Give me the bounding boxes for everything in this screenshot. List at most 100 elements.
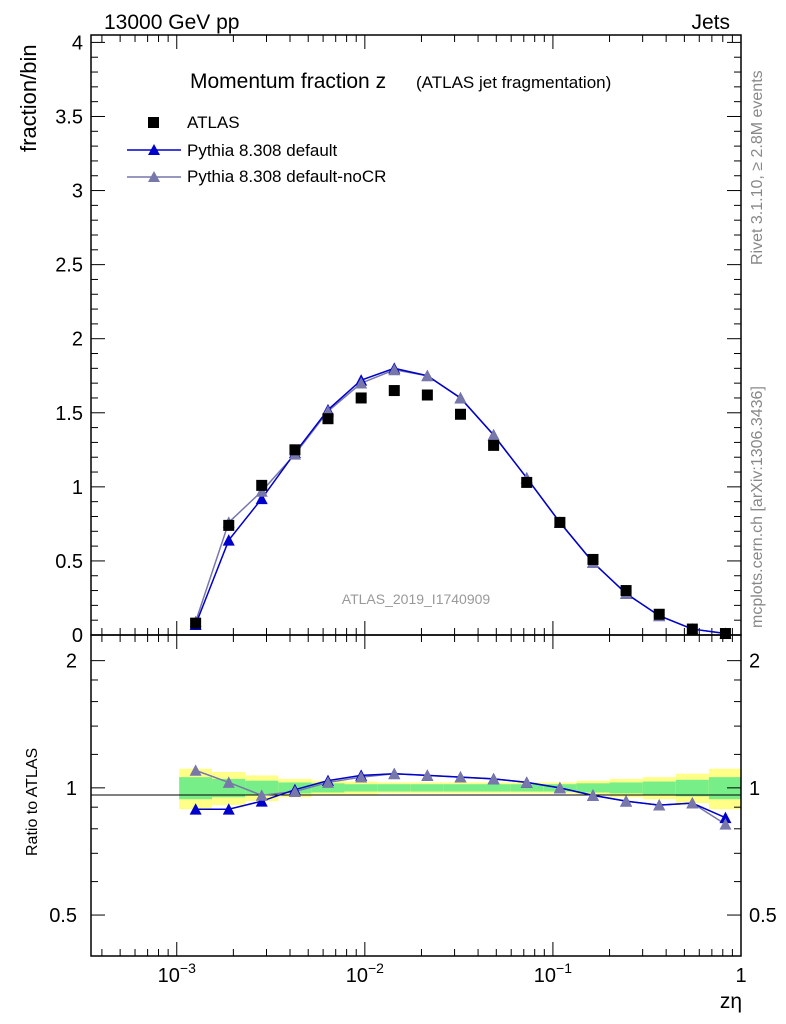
ratio-band-inner xyxy=(311,783,345,793)
legend-label-pythia-default: Pythia 8.308 default xyxy=(187,141,338,160)
top-y-tick-label: 3 xyxy=(72,181,83,203)
bottom-y-tick-label: 0.5 xyxy=(49,905,77,927)
legend: ATLAS Pythia 8.308 default Pythia 8.308 … xyxy=(127,113,386,186)
side-label-bottom: mcplots.cern.ch [arXiv:1306.3436] xyxy=(749,386,766,628)
legend-label-atlas: ATLAS xyxy=(187,113,240,132)
ratio-band-inner xyxy=(443,784,478,792)
chart-title-main: Momentum fraction z xyxy=(190,70,386,93)
bottom-y-axis-label: Ratio to ATLAS xyxy=(24,748,41,856)
legend-marker-atlas xyxy=(148,117,159,128)
point-pythia-nocr xyxy=(454,391,467,404)
ratio-point-pythia-default xyxy=(255,795,268,807)
ratio-point-pythia-default xyxy=(719,811,732,824)
point-pythia-default xyxy=(222,534,235,546)
point-atlas xyxy=(355,392,367,404)
top-y-tick-label: 3.5 xyxy=(55,106,83,128)
x-tick-label: 10−1 xyxy=(534,960,572,987)
point-atlas xyxy=(322,413,334,425)
top-y-tick-label: 1.5 xyxy=(55,403,83,425)
ratio-point-pythia-nocr xyxy=(719,818,732,830)
point-atlas xyxy=(256,479,268,491)
ratio-point-pythia-default xyxy=(222,803,235,815)
point-atlas xyxy=(554,516,566,528)
ratio-band-inner xyxy=(510,784,544,792)
ratio-band-inner xyxy=(212,778,246,798)
ratio-point-pythia-nocr xyxy=(487,772,500,785)
ratio-point-pythia-nocr xyxy=(355,771,368,783)
ratio-band-inner xyxy=(179,777,213,800)
point-atlas xyxy=(388,385,400,397)
ratio-point-pythia-nocr xyxy=(520,776,533,788)
ratio-point-pythia-nocr xyxy=(454,771,467,783)
legend-label-pythia-nocr: Pythia 8.308 default-noCR xyxy=(187,167,386,186)
point-atlas xyxy=(620,585,632,597)
legend-marker-pythia-default xyxy=(148,144,160,155)
top-y-tick-label: 2 xyxy=(72,329,83,351)
ratio-point-pythia-nocr xyxy=(421,769,434,781)
point-pythia-nocr xyxy=(355,377,368,389)
ratio-band-inner xyxy=(609,782,643,794)
ratio-band-inner xyxy=(642,781,676,795)
bottom-plot-frame xyxy=(90,634,742,957)
point-atlas xyxy=(454,408,466,420)
header-right-label: Jets xyxy=(691,11,730,34)
top-y-tick-label: 1 xyxy=(72,477,83,499)
ratio-band-inner xyxy=(410,784,444,792)
bottom-y-axis: 0.5 0.5 1 1 2 2 xyxy=(49,651,777,927)
x-tick-label: 10−3 xyxy=(158,960,196,987)
point-atlas xyxy=(686,623,698,635)
bottom-panel: 0.5 0.51 12 2 10−3 10−2 10−1 1 Ratio to ATLAS … xyxy=(24,634,777,1013)
point-atlas xyxy=(719,628,731,640)
ratio-point-pythia-nocr xyxy=(653,799,666,811)
top-y-tick-label: 2.5 xyxy=(55,255,83,277)
side-label-top: Rivet 3.1.10, ≥ 2.8M events xyxy=(749,70,766,265)
ratio-point-pythia-nocr xyxy=(288,785,301,797)
ratio-band-inner xyxy=(377,784,411,792)
ratio-point-pythia-nocr xyxy=(620,795,633,807)
point-atlas xyxy=(521,476,533,488)
ratio-point-pythia-nocr xyxy=(388,767,401,780)
bottom-y-tick-label-right: 1 xyxy=(749,778,760,800)
ratio-point-pythia-nocr xyxy=(586,789,599,801)
ratio-point-pythia-nocr xyxy=(321,776,334,788)
ratio-band-inner xyxy=(576,783,610,793)
point-pythia-nocr xyxy=(487,429,500,441)
bottom-y-tick-label: 1 xyxy=(66,778,77,800)
ratio-point-pythia-nocr xyxy=(686,797,699,809)
ratio-point-pythia-nocr xyxy=(255,789,268,801)
point-pythia-nocr xyxy=(388,363,401,376)
bottom-x-axis: 10−3 10−2 10−1 1 xyxy=(101,635,747,987)
header-left-label: 13000 GeV pp xyxy=(104,11,239,34)
point-atlas xyxy=(223,519,235,531)
x-tick-label: 10−2 xyxy=(346,960,384,987)
point-pythia-nocr xyxy=(421,369,434,382)
ratio-point-pythia-nocr xyxy=(553,781,566,794)
top-y-tick-label: 0.5 xyxy=(55,551,83,573)
point-atlas xyxy=(190,617,202,629)
point-pythia-nocr xyxy=(255,485,268,497)
ratio-point-pythia-nocr xyxy=(189,764,202,776)
point-atlas xyxy=(653,608,665,620)
bottom-y-tick-label: 2 xyxy=(66,651,77,673)
top-y-axis-label: fraction/bin xyxy=(16,44,41,152)
top-panel: 0 0.5 1 1.5 2 2.5 3 3.5 4 fraction/bin Momentum … xyxy=(16,32,742,647)
top-y-tick-label: 0 xyxy=(72,625,83,647)
legend-marker-pythia-nocr xyxy=(148,171,160,182)
point-atlas xyxy=(488,439,500,451)
point-atlas xyxy=(587,553,599,565)
x-tick-label: 1 xyxy=(735,965,746,987)
top-y-tick-label: 4 xyxy=(72,32,83,54)
point-atlas xyxy=(421,389,433,401)
bottom-y-tick-label-right: 2 xyxy=(749,651,760,673)
point-atlas xyxy=(289,444,301,456)
ratio-band-inner xyxy=(344,784,378,792)
top-y-axis: 0 0.5 1 1.5 2 2.5 3 3.5 4 xyxy=(55,32,741,647)
chart-title-sub: (ATLAS jet fragmentation) xyxy=(416,73,611,92)
ratio-band-inner xyxy=(675,779,709,797)
ratio-band-inner xyxy=(477,784,511,792)
ratio-point-pythia-default xyxy=(189,803,202,815)
ratio-band-inner xyxy=(708,777,741,800)
point-pythia-default xyxy=(255,492,268,505)
ratio-point-pythia-nocr xyxy=(222,776,235,788)
